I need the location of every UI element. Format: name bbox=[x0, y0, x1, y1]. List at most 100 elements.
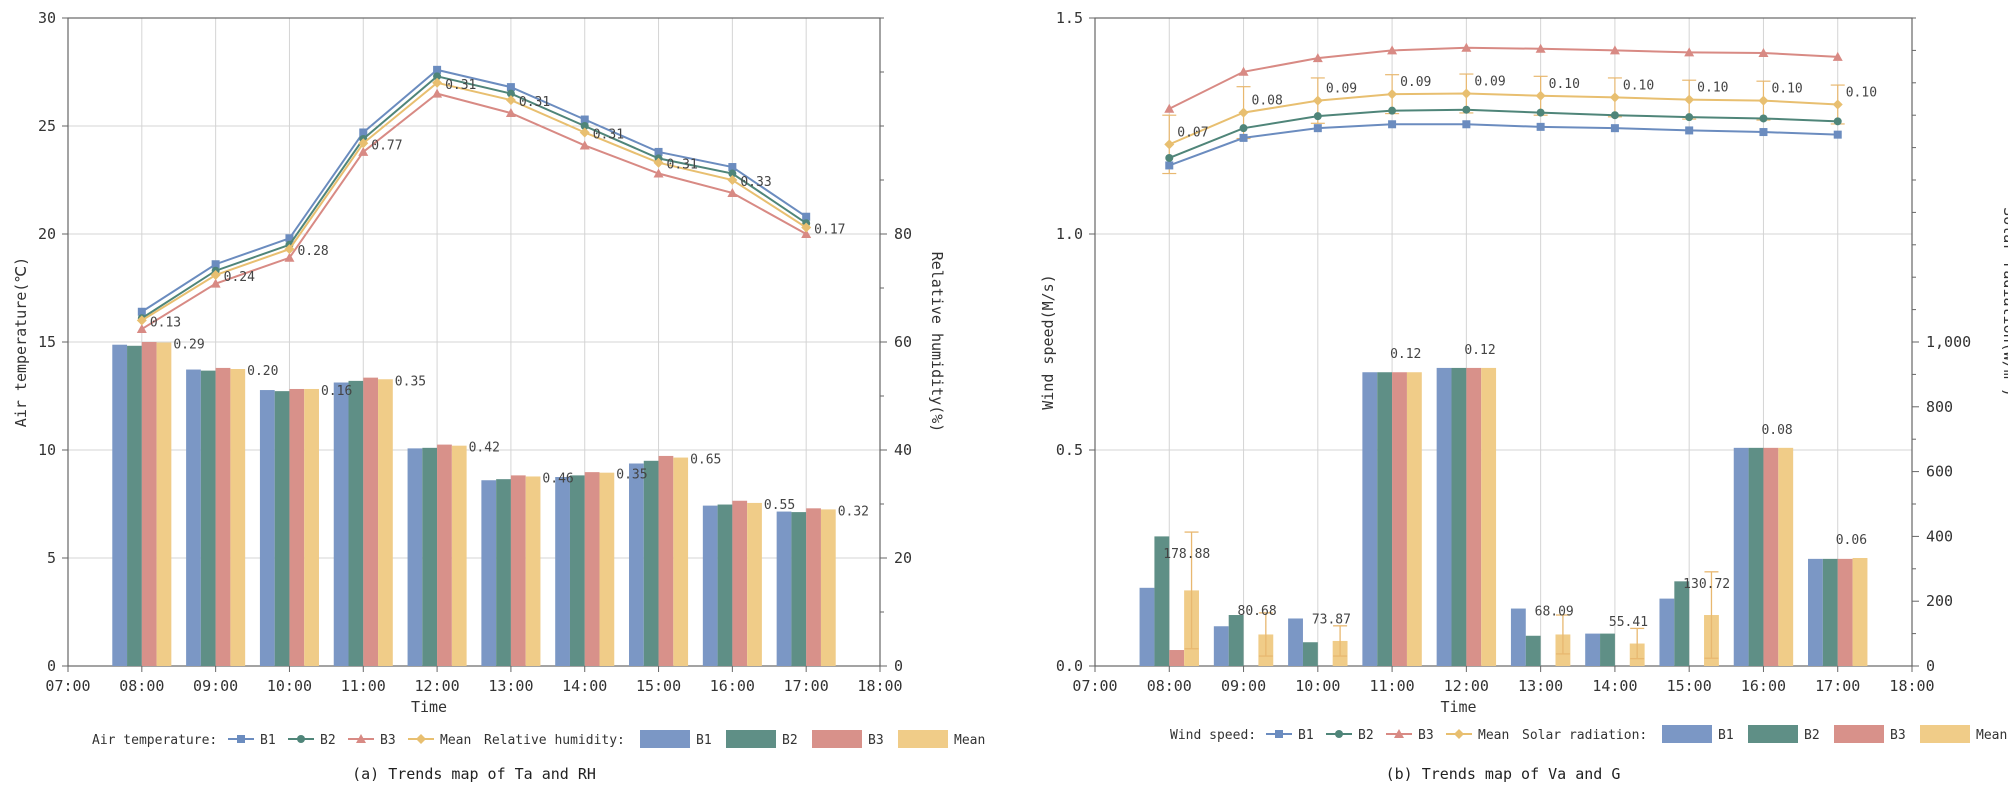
line-point-b3 bbox=[1387, 45, 1398, 55]
line-point-b1 bbox=[1610, 124, 1619, 133]
line-point-b1 bbox=[433, 65, 442, 74]
line-point-b2 bbox=[1388, 106, 1397, 115]
x-tick-label: 10:00 bbox=[1295, 677, 1340, 695]
line-data-label: 0.28 bbox=[297, 244, 328, 259]
x-tick-label: 18:00 bbox=[1889, 677, 1934, 695]
legend-bar-label: B1 bbox=[1718, 728, 1734, 743]
line-point-b3 bbox=[284, 252, 295, 262]
bar-b1 bbox=[1733, 447, 1749, 666]
bar-mean bbox=[1481, 367, 1497, 666]
x-tick-label: 17:00 bbox=[1815, 677, 1860, 695]
line-data-label: 0.13 bbox=[150, 315, 181, 330]
line-point-b3 bbox=[1832, 51, 1843, 61]
line-point-b3 bbox=[579, 140, 590, 150]
line-point-mean bbox=[1535, 90, 1546, 101]
x-tick-label: 14:00 bbox=[1592, 677, 1637, 695]
line-b3 bbox=[141, 92, 807, 330]
line-data-label: 0.09 bbox=[1400, 75, 1431, 90]
bar-data-label: 0.06 bbox=[1836, 533, 1867, 548]
y-right-axis-title: Solar radiation(W/m²) bbox=[2000, 207, 2008, 397]
line-b2 bbox=[1168, 108, 1838, 159]
line-point-b1 bbox=[285, 234, 294, 243]
bar-b1 bbox=[1808, 558, 1823, 666]
legend-bar-label: Mean bbox=[954, 733, 985, 748]
line-b3 bbox=[1168, 46, 1838, 110]
bar-data-label: 0.29 bbox=[173, 338, 204, 353]
x-tick-label: 15:00 bbox=[1667, 677, 1712, 695]
bar-b3 bbox=[289, 388, 305, 666]
bar-b2 bbox=[200, 370, 216, 666]
line-point-b1 bbox=[1759, 128, 1768, 137]
y-left-tick-label: 1.5 bbox=[1056, 9, 1083, 27]
line-point-b3 bbox=[1461, 42, 1472, 52]
figure-caption: (b) Trends map of Va and G bbox=[1386, 765, 1621, 783]
bar-data-label: 0.32 bbox=[838, 504, 869, 519]
line-mean bbox=[141, 81, 807, 322]
bar-data-label: 0.42 bbox=[469, 441, 500, 456]
line-point-b3 bbox=[432, 88, 443, 98]
x-tick-label: 12:00 bbox=[415, 677, 460, 695]
bar-mean bbox=[1852, 558, 1868, 666]
bar-b3 bbox=[437, 444, 452, 666]
line-data-label: 0.17 bbox=[814, 223, 845, 238]
line-point-b2 bbox=[1313, 112, 1322, 121]
line-data-label: 0.10 bbox=[1771, 82, 1802, 97]
line-point-b1 bbox=[211, 260, 220, 269]
bar-series bbox=[1139, 367, 1868, 666]
line-data-label: 0.10 bbox=[1697, 81, 1728, 96]
bar-b1 bbox=[1659, 598, 1675, 666]
y-left-tick-label: 20 bbox=[38, 225, 56, 243]
line-point-b1 bbox=[359, 128, 368, 137]
bar-b2 bbox=[1228, 615, 1244, 666]
bar-data-label: 130.72 bbox=[1683, 577, 1730, 592]
legend-line-label: B1 bbox=[1298, 728, 1314, 743]
bar-b3 bbox=[1837, 558, 1853, 666]
line-data-label: 0.10 bbox=[1623, 78, 1654, 93]
line-data-label: 0.33 bbox=[740, 175, 771, 190]
x-tick-label: 08:00 bbox=[119, 677, 164, 695]
line-point-b1 bbox=[728, 163, 737, 172]
legend-bar-swatch-b3 bbox=[1834, 725, 1884, 743]
y-right-tick-label: 200 bbox=[1926, 592, 1953, 610]
line-point-mean bbox=[505, 95, 516, 106]
legend: Air temperature: B1 B2 B3 Mean Relative humid… bbox=[92, 730, 985, 748]
x-tick-label: 14:00 bbox=[562, 677, 607, 695]
y-right-tick-label: 600 bbox=[1926, 463, 1953, 481]
line-data-label: 0.09 bbox=[1474, 74, 1505, 89]
bar-b2 bbox=[496, 479, 511, 666]
legend-line-label: Mean bbox=[1478, 728, 1509, 743]
x-tick-label: 08:00 bbox=[1147, 677, 1192, 695]
line-point-b1 bbox=[1165, 161, 1174, 170]
bar-data-label: 0.65 bbox=[690, 453, 721, 468]
bar-b1 bbox=[1213, 626, 1229, 666]
line-b1 bbox=[1168, 123, 1838, 167]
line-point-b3 bbox=[1684, 47, 1695, 57]
legend-marker-mean bbox=[416, 734, 426, 744]
legend-bar-label: B3 bbox=[1890, 728, 1906, 743]
y-left-tick-label: 10 bbox=[38, 441, 56, 459]
bar-b3 bbox=[215, 367, 231, 666]
legend-marker-b2 bbox=[1335, 730, 1343, 738]
x-tick-label: 16:00 bbox=[1741, 677, 1786, 695]
bar-data-label: 0.08 bbox=[1761, 423, 1792, 438]
line-data-label: 0.24 bbox=[224, 270, 255, 285]
chart-va-g: 178.88 80.68 73.87 0.12 0.12 68.09 55.41 130.72… bbox=[1039, 9, 2008, 783]
y-right-tick-label: 0 bbox=[894, 657, 903, 675]
line-point-mean bbox=[653, 157, 664, 168]
line-point-mean bbox=[210, 270, 221, 281]
line-point-mean bbox=[1758, 95, 1769, 106]
axis-ticks: 07:00 08:00 09:00 10:00 11:00 12:00 13:00 14:00… bbox=[1056, 9, 1971, 695]
x-tick-label: 09:00 bbox=[193, 677, 238, 695]
x-tick-label: 18:00 bbox=[857, 677, 902, 695]
bar-b2 bbox=[1377, 372, 1393, 666]
legend-line-title: Air temperature: bbox=[92, 733, 217, 748]
line-point-mean bbox=[1461, 88, 1472, 99]
bar-b2 bbox=[1451, 367, 1467, 666]
bar-b1 bbox=[1510, 608, 1526, 666]
bar-mean bbox=[747, 502, 762, 666]
line-point-b2 bbox=[1833, 117, 1842, 126]
line-point-b3 bbox=[801, 229, 812, 238]
legend-bar-label: B2 bbox=[782, 733, 798, 748]
line-point-b1 bbox=[1388, 120, 1397, 129]
y-left-tick-label: 1.0 bbox=[1056, 225, 1083, 243]
